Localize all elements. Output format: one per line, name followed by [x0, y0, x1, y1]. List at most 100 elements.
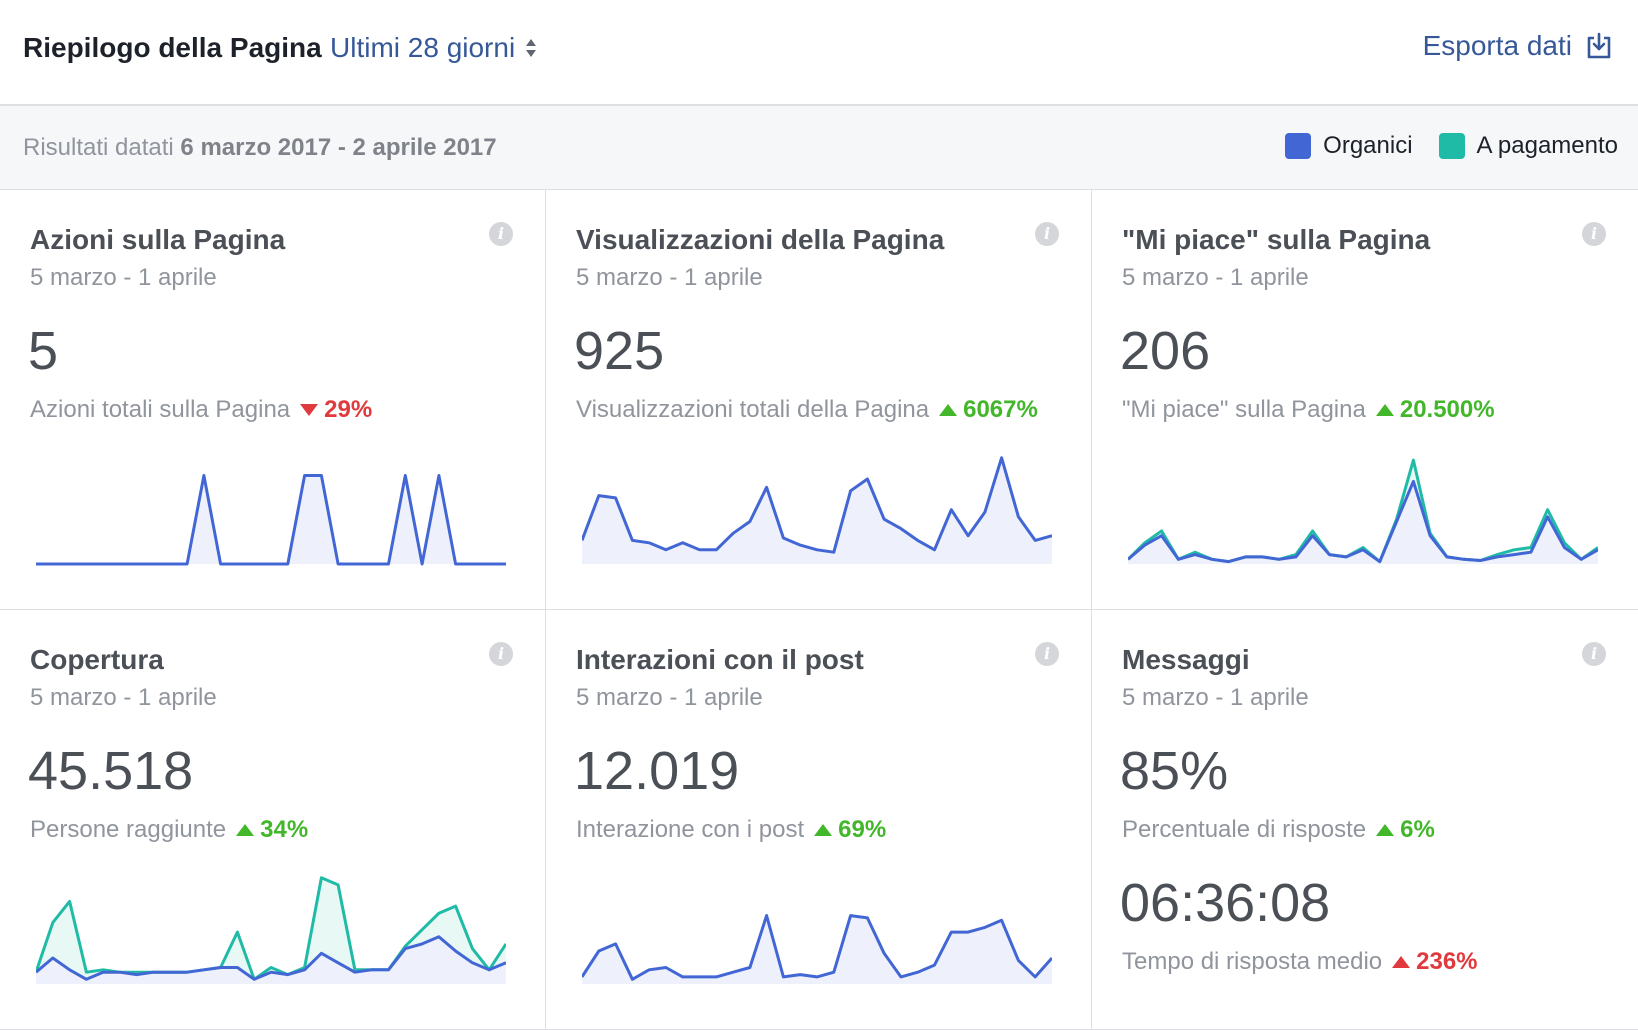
card-date: 5 marzo - 1 aprile	[576, 684, 763, 711]
change-badge: 69%	[814, 816, 886, 844]
card-messages[interactable]: Messaggi 5 marzo - 1 aprile i 85% Percen…	[1092, 610, 1638, 1030]
info-icon[interactable]: i	[1035, 642, 1059, 666]
change-badge: 34%	[236, 816, 308, 844]
card-date: 5 marzo - 1 aprile	[1122, 264, 1309, 291]
date-range-label: Ultimi 28 giorni	[330, 32, 516, 63]
trend-up-icon	[939, 404, 958, 416]
change-value: 6%	[1400, 816, 1435, 843]
results-prefix: Risultati datati	[23, 134, 174, 161]
change-value: 20.500%	[1399, 396, 1495, 423]
series-line	[582, 914, 1052, 981]
card-value: 5	[28, 321, 59, 381]
legend: Organici A pagamento	[1259, 132, 1618, 160]
change-value: 236%	[1416, 948, 1478, 975]
trend-down-icon	[300, 404, 319, 416]
date-range-select[interactable]: Ultimi 28 giorni	[330, 32, 537, 64]
card-label: Azioni totali sulla Pagina 29%	[30, 396, 372, 424]
card-value: 925	[574, 321, 665, 381]
page-title: Riepilogo della Pagina	[23, 32, 322, 63]
trend-up-icon	[814, 824, 833, 836]
card-date: 5 marzo - 1 aprile	[30, 264, 217, 291]
card-label: Percentuale di risposte 6%	[1122, 816, 1435, 844]
card-page-actions[interactable]: Azioni sulla Pagina 5 marzo - 1 aprile i…	[0, 190, 546, 610]
results-dates: 6 marzo 2017 - 2 aprile 2017	[180, 134, 497, 161]
trend-up-red-icon	[1392, 956, 1411, 968]
series-line	[1128, 458, 1598, 564]
series-line	[36, 935, 506, 981]
response-time-label: Tempo di risposta medio 236%	[1122, 948, 1478, 976]
trend-up-icon	[1375, 404, 1394, 416]
series-area	[582, 457, 1052, 564]
response-time-value: 06:36:08	[1120, 873, 1331, 933]
export-data-button[interactable]: Esporta dati	[1423, 30, 1612, 62]
sparkline-chart	[36, 876, 506, 984]
card-label-text: Persone raggiunte	[30, 816, 227, 843]
card-label-text: Tempo di risposta medio	[1122, 948, 1383, 975]
legend-paid-swatch	[1438, 133, 1465, 159]
card-label-text: "Mi piace" sulla Pagina	[1122, 396, 1366, 423]
series-area	[36, 475, 506, 564]
metrics-grid: Azioni sulla Pagina 5 marzo - 1 aprile i…	[0, 190, 1638, 1030]
card-value: 206	[1120, 321, 1211, 381]
info-icon[interactable]: i	[489, 222, 513, 246]
change-value: 34%	[260, 816, 309, 843]
legend-paid: A pagamento	[1438, 132, 1618, 160]
info-icon[interactable]: i	[489, 642, 513, 666]
info-icon[interactable]: i	[1035, 222, 1059, 246]
series-line	[36, 474, 506, 566]
sort-arrows-icon	[526, 39, 537, 57]
info-icon[interactable]: i	[1582, 642, 1606, 666]
card-label: Visualizzazioni totali della Pagina 6067…	[576, 396, 1038, 424]
change-value: 29%	[324, 396, 373, 423]
card-label: Interazione con i post 69%	[576, 816, 886, 844]
results-range: Risultati datati 6 marzo 2017 - 2 aprile…	[23, 134, 497, 162]
card-date: 5 marzo - 1 aprile	[576, 264, 763, 291]
trend-up-icon	[1376, 824, 1395, 836]
page-header: Riepilogo della Pagina Ultimi 28 giorni …	[0, 0, 1638, 106]
series-line	[1128, 479, 1598, 564]
card-title: Interazioni con il post	[576, 644, 864, 675]
change-badge: 20.500%	[1375, 396, 1495, 424]
card-label-text: Interazione con i post	[576, 816, 805, 843]
card-label: Persone raggiunte 34%	[30, 816, 308, 844]
card-label: "Mi piace" sulla Pagina 20.500%	[1122, 396, 1495, 424]
card-reach[interactable]: Copertura 5 marzo - 1 aprile i 45.518 Pe…	[0, 610, 546, 1030]
results-bar: Risultati datati 6 marzo 2017 - 2 aprile…	[0, 106, 1638, 190]
change-value: 6067%	[963, 396, 1038, 423]
export-data-label: Esporta dati	[1422, 30, 1572, 61]
card-title: Copertura	[30, 644, 164, 675]
card-label-text: Azioni totali sulla Pagina	[30, 396, 291, 423]
card-post-engagement[interactable]: Interazioni con il post 5 marzo - 1 apri…	[546, 610, 1092, 1030]
legend-paid-label: A pagamento	[1476, 132, 1618, 159]
card-value: 45.518	[28, 741, 194, 801]
card-label-text: Percentuale di risposte	[1122, 816, 1367, 843]
sparkline-chart	[1128, 458, 1598, 564]
card-title: "Mi piace" sulla Pagina	[1122, 224, 1431, 255]
download-icon	[1587, 32, 1611, 59]
card-value: 12.019	[574, 741, 740, 801]
sparkline-chart	[582, 914, 1052, 984]
card-title: Azioni sulla Pagina	[30, 224, 286, 255]
card-label-text: Visualizzazioni totali della Pagina	[576, 396, 930, 423]
card-page-views[interactable]: Visualizzazioni della Pagina 5 marzo - 1…	[546, 190, 1092, 610]
series-line	[582, 456, 1052, 554]
legend-organic: Organici	[1285, 132, 1413, 160]
card-date: 5 marzo - 1 aprile	[1122, 684, 1309, 711]
card-title: Visualizzazioni della Pagina	[576, 224, 945, 255]
trend-up-icon	[236, 824, 255, 836]
change-badge: 29%	[300, 396, 372, 424]
legend-organic-label: Organici	[1323, 132, 1413, 159]
change-badge: 6%	[1376, 816, 1435, 844]
sparkline-chart	[36, 474, 506, 566]
series-area	[582, 915, 1052, 984]
change-badge: 6067%	[939, 396, 1038, 424]
card-page-likes[interactable]: "Mi piace" sulla Pagina 5 marzo - 1 apri…	[1092, 190, 1638, 610]
card-title: Messaggi	[1122, 644, 1250, 675]
card-date: 5 marzo - 1 aprile	[30, 684, 217, 711]
series-area	[36, 936, 506, 984]
legend-organic-swatch	[1285, 133, 1312, 159]
info-icon[interactable]: i	[1582, 222, 1606, 246]
sparkline-chart	[582, 456, 1052, 564]
change-value: 69%	[838, 816, 887, 843]
card-value: 85%	[1120, 741, 1229, 801]
